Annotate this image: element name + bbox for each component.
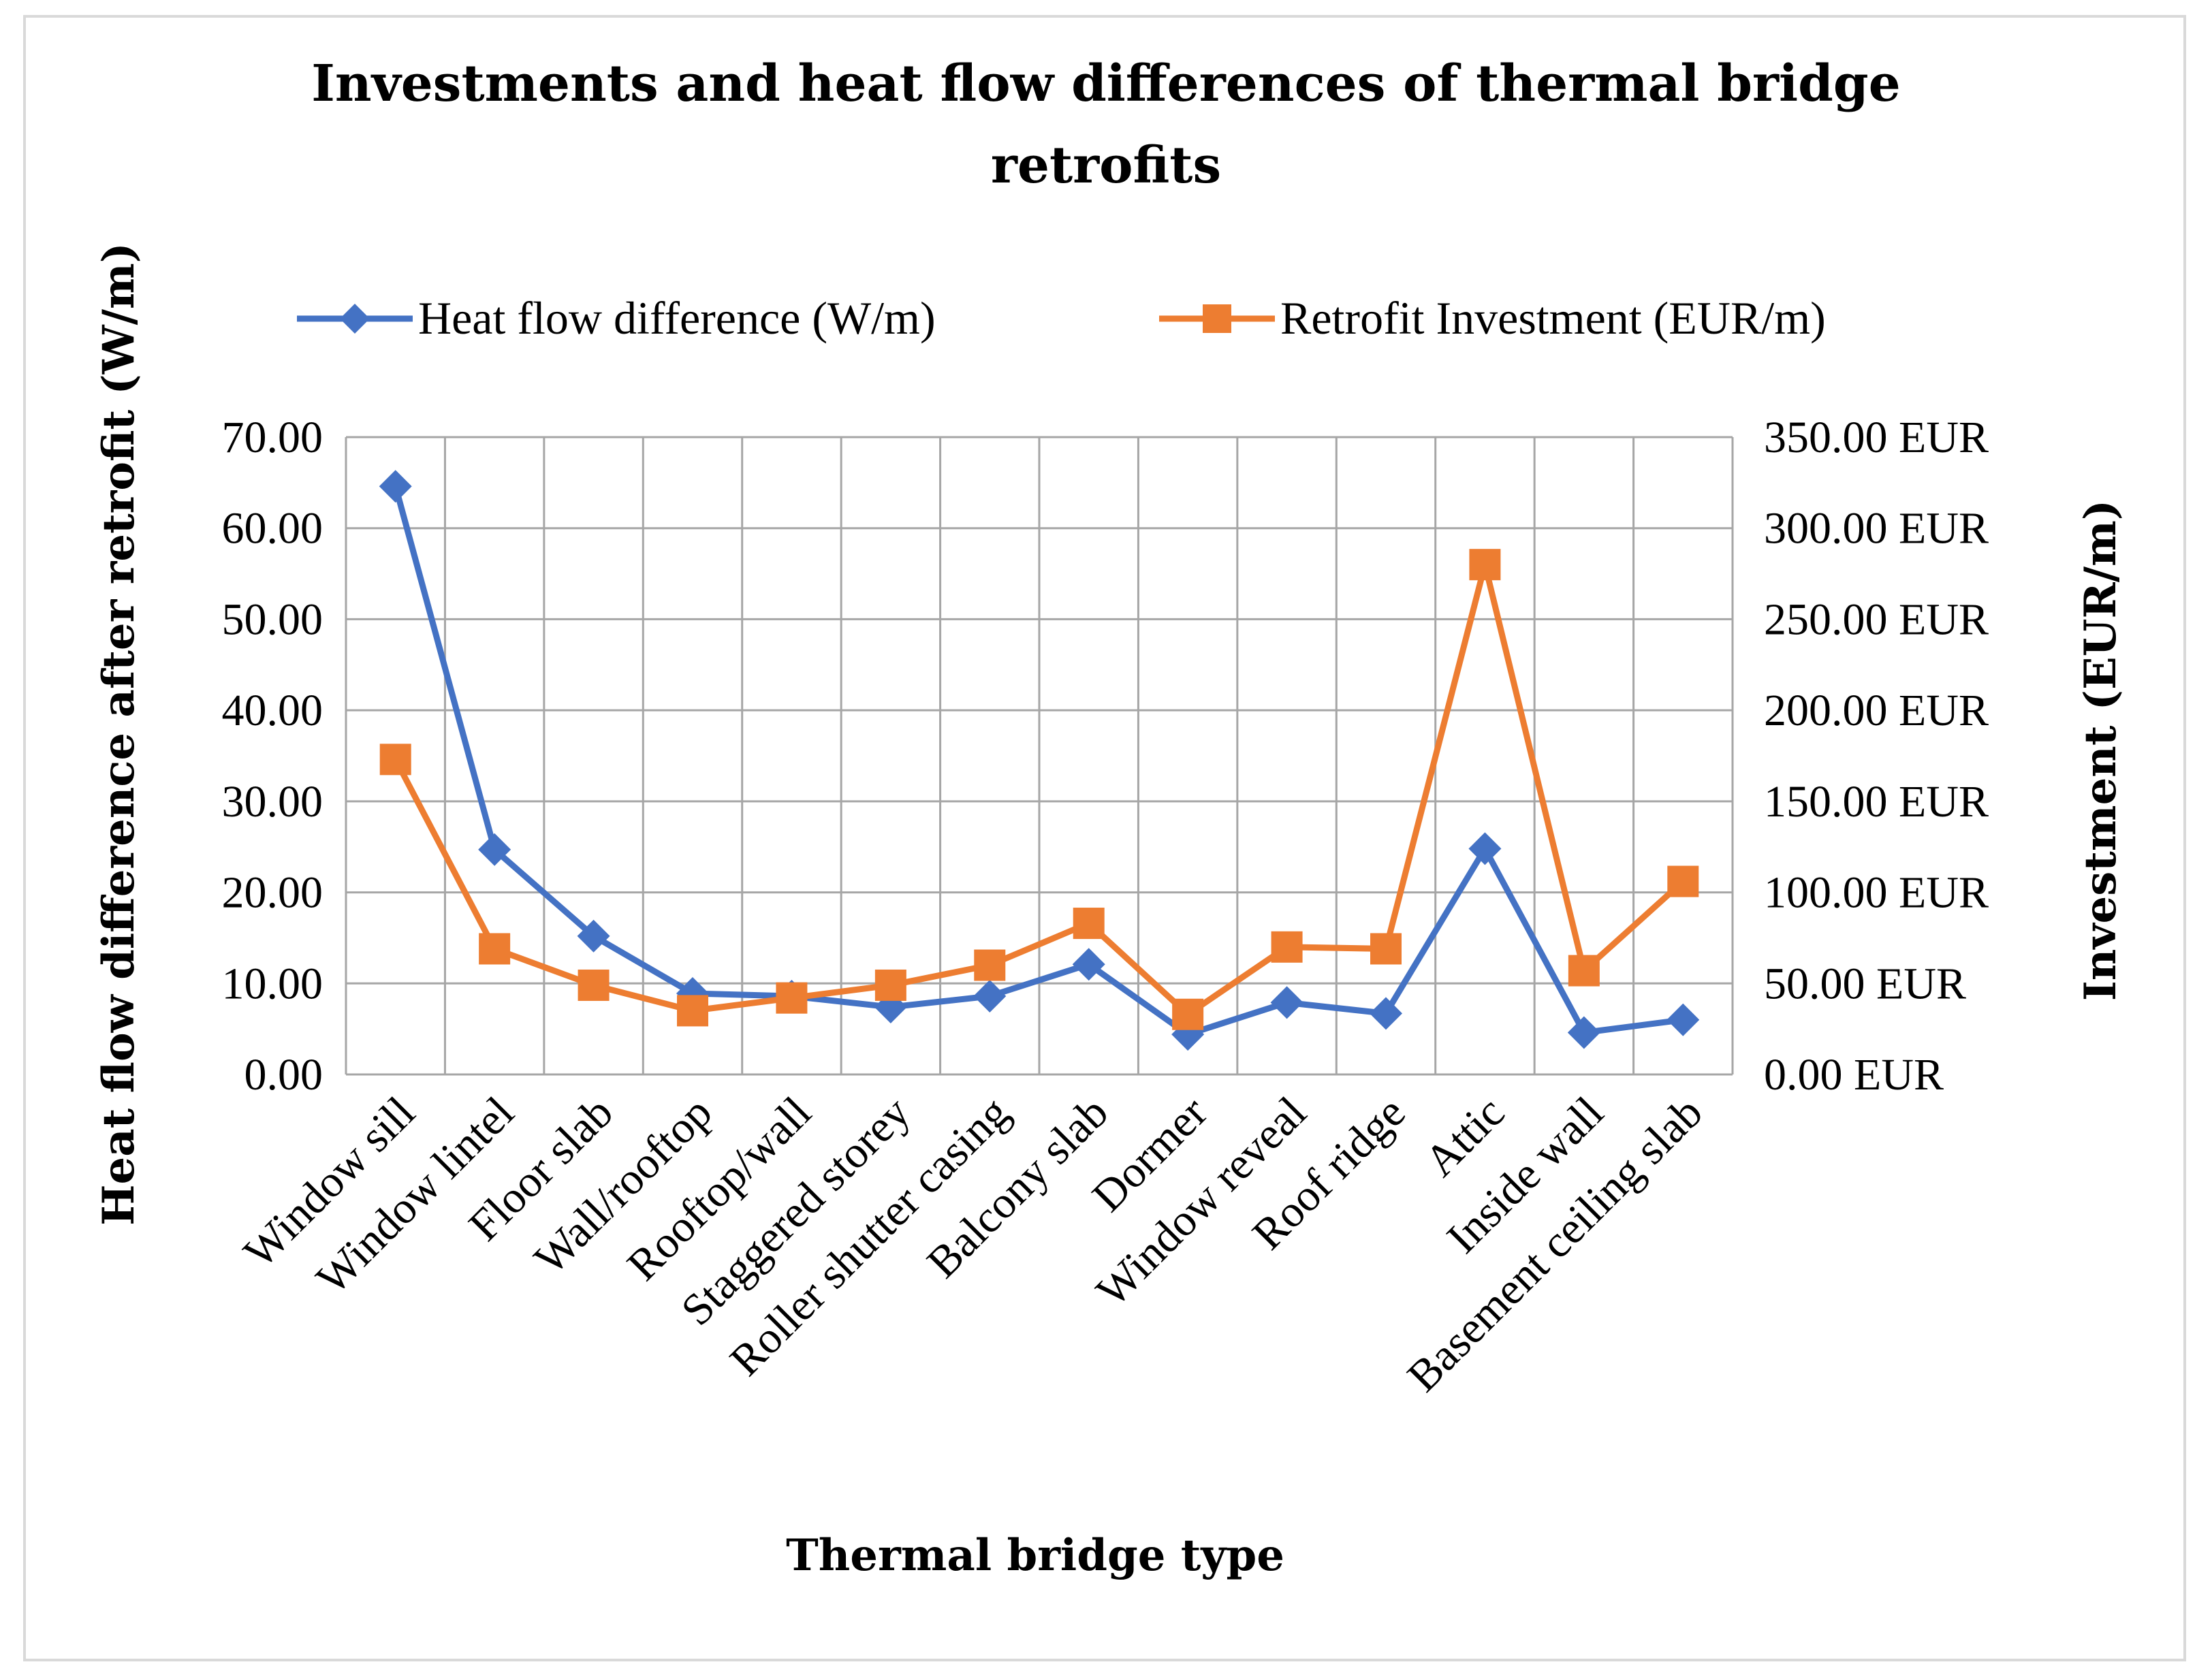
- chart-title-line-1: Investments and heat flow differences of…: [311, 54, 1900, 113]
- y2-tick-label: 200.00 EUR: [1764, 686, 1989, 735]
- y2-tick-label: 350.00 EUR: [1764, 413, 1989, 462]
- legend-marker-diamond: [340, 304, 370, 334]
- investment-point: [578, 969, 610, 1001]
- y2-tick-label: 100.00 EUR: [1764, 868, 1989, 918]
- y-tick-label: 60.00: [222, 504, 323, 554]
- chart-title-line-2: retrofits: [991, 136, 1221, 195]
- heat-flow-point: [577, 919, 610, 953]
- y-tick-label: 30.00: [222, 777, 323, 827]
- investment-point: [1073, 908, 1105, 940]
- series-line-1: [392, 561, 1686, 1018]
- investment-point: [776, 982, 808, 1014]
- y-tick-label: 10.00: [222, 959, 323, 1008]
- investment-point: [1370, 933, 1402, 965]
- y-tick-label: 50.00: [222, 594, 323, 644]
- series-line-0: [392, 485, 1684, 1038]
- right-axis-ticks: 0.00 EUR 50.00 EUR 100.00 EUR 150.00 EUR 200…: [1764, 413, 1989, 1100]
- y2-tick-label: 150.00 EUR: [1764, 777, 1989, 827]
- y2-axis-title: Investment (EUR/m): [2075, 500, 2126, 1001]
- investment-point: [1469, 549, 1501, 581]
- left-axis-ticks: 0.00 10.00 20.00 30.00 40.00 50.00 60.00 70.00: [222, 413, 323, 1100]
- series-group: [379, 470, 1700, 1051]
- heat-flow-point: [1270, 986, 1304, 1019]
- legend-label-heat-flow: Heat flow difference (W/m): [418, 292, 936, 344]
- legend-label-investment: Retrofit Investment (EUR/m): [1280, 292, 1826, 344]
- heat-flow-point: [1468, 832, 1502, 865]
- heat-flow-point: [1370, 997, 1402, 1030]
- x-axis-title: Thermal bridge type: [786, 1530, 1284, 1581]
- heat-flow-point: [1567, 1016, 1600, 1049]
- y-axis-title: Heat flow difference after retrofit (W/m…: [93, 242, 144, 1226]
- investment-point: [379, 744, 411, 776]
- chart-border: [23, 15, 2186, 1661]
- investment-point: [1172, 998, 1204, 1030]
- heat-flow-point: [1666, 1003, 1700, 1036]
- y2-tick-label: 0.00 EUR: [1764, 1050, 1944, 1100]
- investment-point: [874, 969, 906, 1001]
- investment-point: [677, 995, 708, 1027]
- y-tick-label: 0.00: [244, 1050, 323, 1100]
- y2-tick-label: 250.00 EUR: [1764, 594, 1989, 644]
- heat-flow-point: [478, 833, 511, 866]
- y-tick-label: 70.00: [222, 413, 323, 462]
- y-tick-label: 40.00: [222, 686, 323, 735]
- y-tick-label: 20.00: [222, 868, 323, 918]
- heat-flow-point: [1072, 948, 1105, 981]
- legend: Heat flow difference (W/m) Retrofit Inve…: [297, 292, 1826, 344]
- investment-point: [479, 933, 511, 965]
- investment-point: [1271, 931, 1303, 963]
- investment-point: [1667, 865, 1699, 897]
- investment-point: [1568, 955, 1600, 987]
- y2-tick-label: 300.00 EUR: [1764, 504, 1989, 554]
- heat-flow-point: [379, 470, 412, 503]
- investment-point: [974, 949, 1006, 981]
- legend-marker-square: [1203, 304, 1231, 333]
- y2-tick-label: 50.00 EUR: [1764, 959, 1966, 1008]
- heat-flow-point: [973, 980, 1007, 1013]
